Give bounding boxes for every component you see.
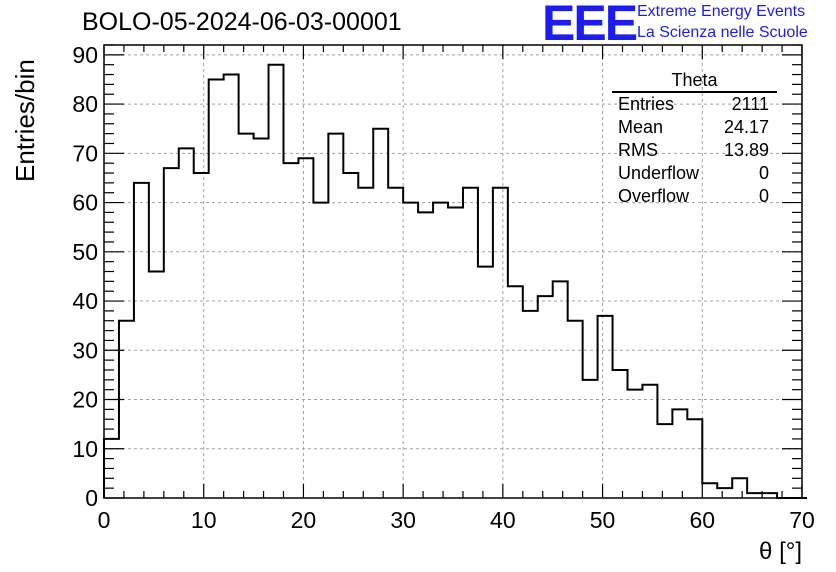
stats-row: Underflow 0 bbox=[612, 162, 777, 185]
stats-label: Underflow bbox=[618, 163, 700, 183]
stats-value: 2111 bbox=[731, 94, 769, 114]
histogram-bin bbox=[313, 203, 328, 498]
histogram-bin bbox=[478, 267, 493, 498]
histogram-bin bbox=[134, 183, 149, 498]
y-tick-label: 20 bbox=[72, 387, 98, 413]
histogram-bin bbox=[298, 158, 313, 498]
histogram-bin bbox=[209, 79, 224, 498]
grid-lines bbox=[104, 45, 802, 498]
histogram-bin bbox=[523, 311, 538, 498]
stats-box: Theta Entries 2111 Mean 24.17 RMS 13.89 Underf… bbox=[612, 70, 777, 208]
histogram-bin bbox=[119, 321, 134, 498]
histogram-bin bbox=[717, 488, 732, 498]
histogram-bin bbox=[179, 148, 194, 498]
histogram-bin bbox=[687, 419, 702, 498]
logo-subtitle-1: Extreme Energy Events bbox=[637, 3, 806, 20]
y-tick-label: 10 bbox=[72, 436, 98, 462]
histogram-bin bbox=[403, 203, 418, 498]
histogram-outline bbox=[103, 63, 807, 499]
stats-title: Theta bbox=[612, 70, 777, 93]
histogram-bin bbox=[613, 370, 628, 498]
stats-row: Entries 2111 bbox=[612, 93, 777, 116]
x-tick-label: 60 bbox=[689, 507, 715, 533]
histogram-bin bbox=[433, 203, 448, 498]
histogram-bin bbox=[358, 188, 373, 498]
histogram-bin bbox=[448, 207, 463, 498]
x-tick-label: 30 bbox=[390, 507, 416, 533]
histogram-bin bbox=[418, 212, 433, 498]
x-tick-label: 70 bbox=[789, 507, 815, 533]
x-tick-label: 10 bbox=[191, 507, 217, 533]
stats-row: Mean 24.17 bbox=[612, 116, 777, 139]
x-tick-label: 50 bbox=[590, 507, 616, 533]
histogram-bin bbox=[283, 163, 298, 498]
stats-value: 0 bbox=[758, 163, 769, 183]
histogram-bin bbox=[463, 188, 478, 498]
x-tick-label: 20 bbox=[291, 507, 317, 533]
stats-label: Overflow bbox=[618, 186, 690, 206]
axes: 0 10 20 30 40 50 60 70 0 10 20 30 40 50 60 70 80 90 bbox=[72, 42, 814, 533]
histogram-bin bbox=[642, 385, 657, 498]
histogram-bin bbox=[239, 134, 254, 498]
histogram-bin bbox=[732, 478, 747, 498]
histogram-bin bbox=[628, 390, 643, 498]
stats-value: 0 bbox=[758, 186, 769, 206]
eee-logo: EEE bbox=[542, 0, 638, 51]
x-tick-label: 40 bbox=[490, 507, 516, 533]
histogram-bin bbox=[672, 409, 687, 498]
histogram-bin bbox=[224, 75, 239, 498]
histogram-bin bbox=[583, 380, 598, 498]
stats-label: Entries bbox=[618, 94, 675, 114]
histogram-bin bbox=[508, 286, 523, 498]
histogram-bins bbox=[103, 63, 807, 499]
histogram-bin bbox=[568, 321, 583, 498]
histogram-bin bbox=[598, 316, 613, 498]
stats-label: RMS bbox=[618, 140, 658, 160]
histogram-bin bbox=[388, 188, 403, 498]
x-tick-label: 0 bbox=[98, 507, 111, 533]
histogram-bin bbox=[149, 272, 164, 499]
y-tick-label: 30 bbox=[72, 337, 98, 363]
histogram-bin bbox=[553, 281, 568, 498]
stats-label: Mean bbox=[618, 117, 664, 137]
y-tick-label: 0 bbox=[85, 485, 98, 511]
y-axis-label: Entries/bin bbox=[10, 59, 40, 182]
histogram-bin bbox=[538, 296, 553, 498]
stats-row: RMS 13.89 bbox=[612, 139, 777, 162]
y-tick-label: 40 bbox=[72, 288, 98, 314]
stats-value: 13.89 bbox=[723, 140, 769, 160]
y-tick-label: 60 bbox=[72, 190, 98, 216]
stats-value: 24.17 bbox=[723, 117, 769, 137]
y-tick-label: 50 bbox=[72, 239, 98, 265]
logo-subtitle-2: La Scienza nelle Scuole bbox=[637, 24, 808, 41]
histogram-bin bbox=[254, 139, 269, 498]
y-tick-label: 90 bbox=[72, 42, 98, 68]
histogram-bin bbox=[194, 173, 209, 498]
histogram-bin bbox=[702, 483, 717, 498]
histogram-bin bbox=[104, 439, 119, 498]
histogram-bin bbox=[269, 65, 284, 498]
y-tick-label: 80 bbox=[72, 91, 98, 117]
stats-rows: Entries 2111 Mean 24.17 RMS 13.89 Underflow 0 Ov… bbox=[612, 93, 777, 208]
histogram-bin bbox=[373, 129, 388, 498]
chart-title: BOLO-05-2024-06-03-00001 bbox=[82, 8, 402, 36]
x-axis-label: θ [°] bbox=[759, 538, 802, 565]
stats-row: Overflow 0 bbox=[612, 185, 777, 208]
histogram-bin bbox=[328, 134, 343, 498]
histogram-bin bbox=[493, 188, 508, 498]
histogram-bin bbox=[657, 424, 672, 498]
histogram-bin bbox=[343, 173, 358, 498]
histogram-bin bbox=[164, 168, 179, 498]
y-tick-label: 70 bbox=[72, 140, 98, 166]
